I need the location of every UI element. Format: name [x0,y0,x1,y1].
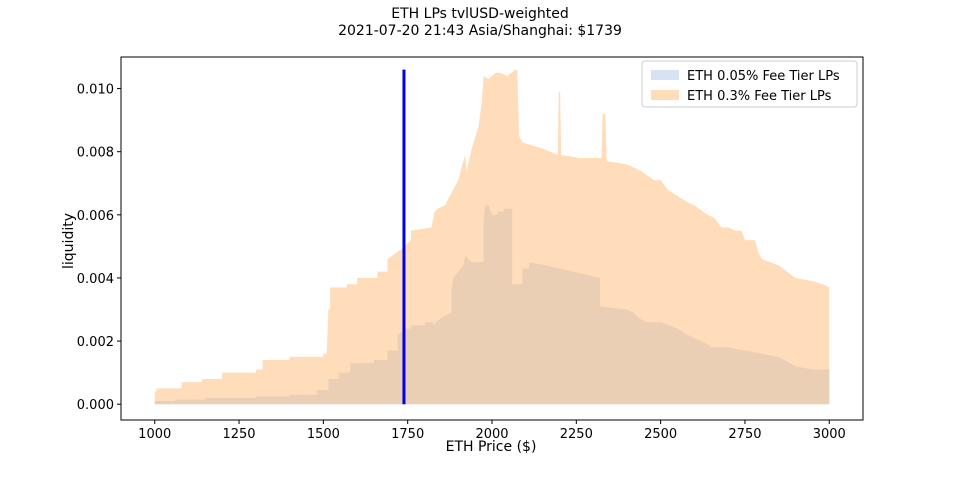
x-tick-label: 1250 [222,427,255,442]
x-tick-label: 2000 [475,427,508,442]
chart-title-block: ETH LPs tvlUSD-weighted 2021-07-20 21:43… [0,6,960,40]
chart-title: ETH LPs tvlUSD-weighted [391,6,569,22]
x-tick-label: 1750 [391,427,424,442]
y-tick-label: 0.006 [77,209,114,224]
legend-box [641,60,858,108]
x-axis-label: ETH Price ($) [446,439,537,455]
y-tick-label: 0.008 [77,146,114,161]
y-axis-label: liquidity [61,213,77,269]
chart-subtitle: 2021-07-20 21:43 Asia/Shanghai: $1739 [338,23,622,39]
legend-label: ETH 0.05% Fee Tier LPs [687,69,840,84]
y-axis-ticks: 0.000 0.002 0.004 0.006 0.008 0.010 [77,83,121,413]
x-tick-label: 2500 [644,427,677,442]
y-tick-label: 0.004 [77,272,114,287]
y-tick-label: 0.002 [77,335,114,350]
legend-swatch [651,70,679,80]
x-tick-label: 1000 [138,427,171,442]
x-tick-label: 3000 [813,427,846,442]
y-tick-label: 0.000 [77,398,114,413]
series-layer [154,69,830,405]
x-axis-ticks: 1000 1250 1500 1750 2000 2250 2500 2750 3000 [138,420,846,442]
x-tick-label: 2250 [560,427,593,442]
x-tick-label: 1500 [307,427,340,442]
legend-swatch [651,90,679,100]
y-tick-label: 0.010 [77,83,114,98]
legend: ETH 0.05% Fee Tier LPs ETH 0.3% Fee Tier … [641,60,858,108]
legend-label: ETH 0.3% Fee Tier LPs [687,89,832,104]
x-tick-label: 2750 [728,427,761,442]
series-area-2 [154,69,830,405]
